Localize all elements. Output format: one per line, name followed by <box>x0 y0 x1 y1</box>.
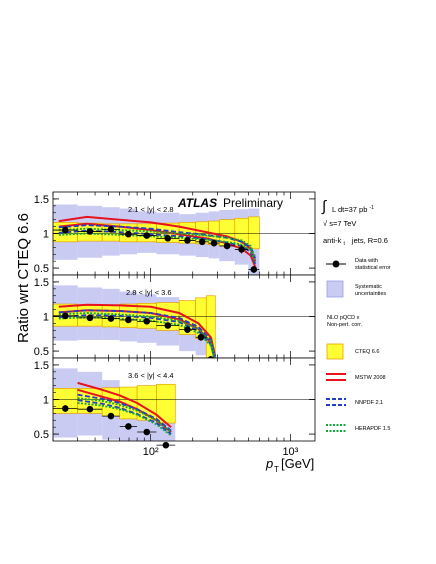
legend-data-label-1: Data with <box>355 258 378 264</box>
panel-central-rapidity-2p1-2p8: 0.5 1 1.5 2.1 < |y| < 2.8 <box>34 191 316 276</box>
data-point <box>86 405 94 413</box>
data-point <box>162 441 170 449</box>
sqrt-symbol: √ <box>323 219 328 228</box>
mstw-upper-curve <box>58 303 217 357</box>
herapdf-upper-curve <box>58 227 257 258</box>
data-point <box>125 316 132 324</box>
lumi-integral: ∫ <box>321 198 328 215</box>
data-point <box>197 333 205 341</box>
legend-cteq-swatch <box>326 343 344 360</box>
data-point <box>125 423 132 430</box>
nnpdf-lower-curve <box>77 399 172 435</box>
lumi-text-sup: -1 <box>369 205 374 211</box>
data-point <box>107 315 115 322</box>
legend-item-mstw: MSTW 2008 <box>326 373 386 381</box>
algorithm-suffix: jets, R=0.6 <box>351 236 388 245</box>
data-point <box>125 230 132 238</box>
preliminary-label: Preliminary <box>223 196 283 210</box>
herapdf-lower-curve <box>58 232 257 263</box>
data-point <box>62 312 69 320</box>
legend-cteq-label: CTEQ 6.6 <box>355 349 379 355</box>
energy-label: √ s=7 TeV <box>323 219 356 228</box>
panel-rapidity-3p6-4p4: 0.5 1 1.5 3.6 < |y| < 4.4 <box>34 357 316 449</box>
herapdf-lower-curve <box>77 402 172 437</box>
mstw-lower-curve <box>58 222 257 268</box>
legend: Data with statistical error Systematic u… <box>326 258 391 432</box>
legend-data-marker <box>332 260 340 268</box>
legend-nnpdf-label: NNPDF 2.1 <box>355 400 383 406</box>
atlas-label: ATLAS <box>177 196 217 210</box>
y-tick-label: 1.5 <box>34 277 49 289</box>
data-point <box>62 226 69 234</box>
y-tick-label: 1 <box>43 395 49 407</box>
herapdf-upper-curve <box>77 397 172 433</box>
algorithm-sub: t <box>343 241 345 247</box>
legend-mstw-label: MSTW 2008 <box>355 375 386 381</box>
y-axis-label: Ratio wrt CTEQ 6.6 <box>15 213 32 343</box>
y-tick-label: 0.5 <box>34 429 49 441</box>
y-tick-label: 1.5 <box>34 194 49 206</box>
data-point <box>250 266 258 273</box>
legend-item-data: Data with statistical error <box>326 258 391 271</box>
cteq-band <box>247 216 260 250</box>
panel-rapidity-2p8-3p6: 0.5 1 1.5 2.8 < |y| < 3.6 <box>34 274 316 364</box>
y-tick-label: 1 <box>43 229 49 241</box>
data-point <box>164 322 172 329</box>
energy-text: s=7 TeV <box>329 219 356 228</box>
lumi-text-main: L dt=37 pb <box>332 205 367 214</box>
algorithm-label: anti-k t jets, R=0.6 <box>323 236 388 247</box>
cteq-band <box>234 217 249 248</box>
y-tick-label: 0.5 <box>34 263 49 275</box>
data-point <box>143 318 151 325</box>
data-point <box>198 238 206 246</box>
data-point <box>238 246 245 253</box>
nnpdf-lower-curve <box>58 314 217 363</box>
data-point <box>184 326 191 333</box>
herapdf-upper-curve <box>58 312 217 360</box>
legend-item-hera: HERAPDF 1.5 <box>326 424 390 432</box>
herapdf-lower-curve <box>58 316 217 364</box>
data-point <box>107 412 115 420</box>
legend-nlo-line-1: NLO pQCD x <box>327 315 360 321</box>
legend-systematic-label-1: Systematic <box>355 284 382 290</box>
y-tick-label: 1 <box>43 312 49 324</box>
legend-systematic-swatch <box>326 280 344 298</box>
rapidity-label: 2.1 < |y| < 2.8 <box>128 205 174 214</box>
x-axis-label-unit: [GeV] <box>281 456 314 471</box>
data-point <box>143 428 151 436</box>
algorithm-prefix: anti-k <box>323 236 342 245</box>
data-point <box>86 314 94 322</box>
legend-systematic-label-2: uncertainties <box>355 291 386 297</box>
x-tick-label: 10³ <box>282 446 298 458</box>
nnpdf-upper-curve <box>58 309 217 359</box>
legend-nlo-line-2: Non-pert. corr. <box>327 322 363 328</box>
data-point <box>107 226 115 233</box>
y-tick-label: 1.5 <box>34 360 49 372</box>
data-point <box>86 228 94 235</box>
y-tick-label: 0.5 <box>34 346 49 358</box>
data-point <box>62 405 69 412</box>
legend-item-cteq: CTEQ 6.6 <box>326 343 379 360</box>
x-axis-label-p: p <box>265 456 273 471</box>
x-axis-label: p T [GeV] <box>265 456 314 474</box>
info-block: ∫ L dt=37 pb -1 √ s=7 TeV anti-k t jets,… <box>321 198 388 247</box>
x-tick-label: 10² <box>143 446 159 458</box>
data-point <box>223 242 231 250</box>
legend-item-systematic: Systematic uncertainties <box>326 280 386 298</box>
nnpdf-upper-curve <box>58 224 257 259</box>
data-point <box>143 232 151 239</box>
x-axis-label-sub: T <box>274 465 279 474</box>
data-point <box>210 239 218 247</box>
legend-hera-label: HERAPDF 1.5 <box>355 426 390 432</box>
lumi-text: L dt=37 pb -1 <box>332 205 374 214</box>
rapidity-label: 2.8 < |y| < 3.6 <box>126 288 172 297</box>
data-point <box>164 235 172 242</box>
rapidity-label: 3.6 < |y| < 4.4 <box>128 371 174 380</box>
mstw-upper-curve <box>77 381 172 428</box>
nnpdf-upper-curve <box>77 393 172 432</box>
legend-item-nnpdf: NNPDF 2.1 <box>326 398 383 406</box>
legend-data-label-2: statistical error <box>355 265 391 271</box>
data-point <box>184 237 191 244</box>
